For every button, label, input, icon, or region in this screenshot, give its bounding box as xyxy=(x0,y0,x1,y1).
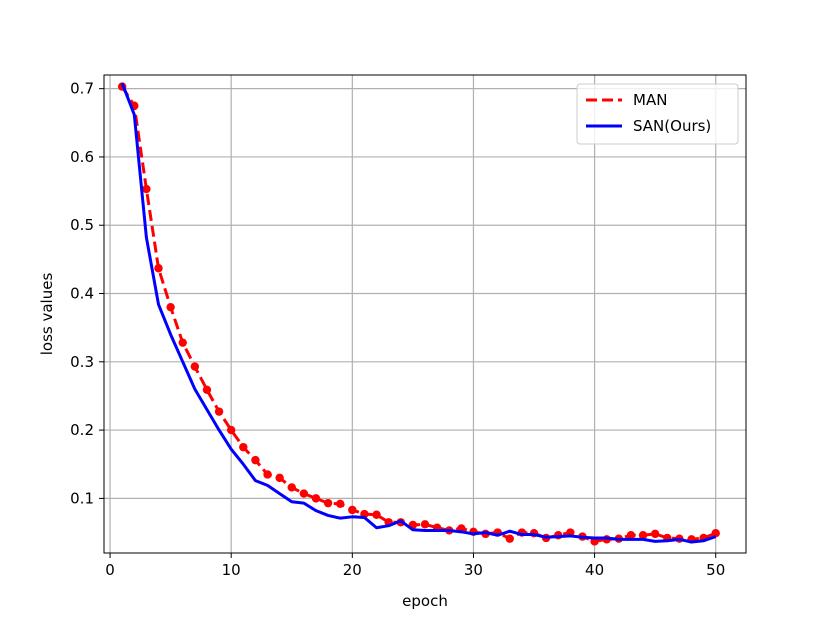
y-tick-label: 0.6 xyxy=(70,148,94,166)
man-data-point xyxy=(420,520,430,529)
y-tick-label: 0.5 xyxy=(70,216,94,234)
man-data-point xyxy=(142,184,151,194)
x-tick-label: 40 xyxy=(585,561,604,579)
man-data-point xyxy=(323,498,333,508)
y-tick-label: 0.1 xyxy=(70,489,94,507)
man-data-point xyxy=(190,362,200,371)
x-tick-label: 20 xyxy=(343,561,362,579)
man-data-point xyxy=(299,489,309,498)
man-data-point xyxy=(239,442,248,452)
man-data-point xyxy=(650,529,660,539)
man-data-point xyxy=(202,385,212,394)
x-tick-label: 30 xyxy=(464,561,483,579)
legend: MAN SAN(Ours) xyxy=(576,83,739,145)
grid xyxy=(104,75,746,553)
man-data-point xyxy=(154,264,163,273)
plot-frame xyxy=(103,74,747,554)
y-tick-label: 0.4 xyxy=(70,285,94,303)
man-data-point xyxy=(263,470,272,479)
legend-label-san: SAN(Ours) xyxy=(633,117,711,135)
y-axis-title: loss values xyxy=(38,273,56,356)
series-layer xyxy=(117,82,720,546)
x-tick-label: 50 xyxy=(706,561,725,579)
man-data-point xyxy=(638,531,648,540)
man-data-point xyxy=(336,499,345,509)
legend-label-man: MAN xyxy=(633,91,667,109)
man-data-point xyxy=(711,528,720,538)
x-tick-label: 10 xyxy=(222,561,241,579)
x-tick-label: 0 xyxy=(105,561,115,579)
axis-ticks: 0 10 20 30 40 50 0.1 0.2 0.3 0.4 0.5 0.6 0.7 xyxy=(70,80,725,579)
man-data-point xyxy=(275,473,284,483)
legend-box xyxy=(576,83,739,145)
man-data-point xyxy=(311,494,321,503)
man-data-point xyxy=(372,510,381,519)
man-data-point xyxy=(214,407,224,416)
man-data-point xyxy=(166,302,175,312)
man-data-point xyxy=(178,338,187,347)
man-series-line xyxy=(120,85,717,543)
y-tick-label: 0.2 xyxy=(70,421,94,439)
man-data-point xyxy=(348,505,357,515)
man-data-point xyxy=(505,534,514,543)
man-data-point xyxy=(226,425,236,435)
y-tick-label: 0.7 xyxy=(70,80,94,98)
san-series-line xyxy=(120,82,717,544)
man-data-point xyxy=(251,455,260,465)
man-data-point xyxy=(287,483,296,492)
x-axis-title: epoch xyxy=(402,592,448,610)
man-data-point xyxy=(626,531,636,540)
y-tick-label: 0.3 xyxy=(70,353,94,371)
